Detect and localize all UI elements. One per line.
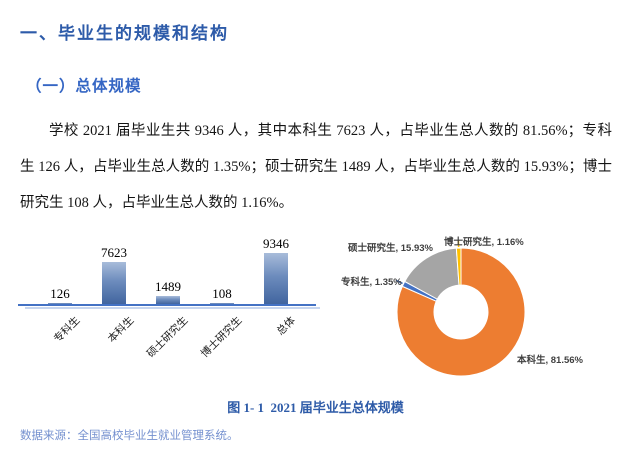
bar [264,253,288,304]
bar [210,302,234,304]
bar [156,295,180,304]
subsection-heading: （一）总体规模 [26,78,142,95]
bar-value-label: 126 [50,285,70,301]
data-source-note: 数据来源：全国高校毕业生就业管理系统。 [20,430,239,442]
bar-value-label: 108 [212,285,232,301]
donut-label-masters: 硕士研究生, 15.93% [348,243,433,254]
donut-slice [396,247,526,377]
bar-chart-graduate-counts: 126 专科生 7623 本科生 1489 硕士研究生 108 博士研究生 9346 总体 [18,228,320,386]
donut-chart-graduate-share [395,240,526,377]
figure-caption: 图 1- 1 2021 届毕业生总体规模 [227,400,404,415]
bar-value-label: 7623 [101,245,127,261]
bar [102,262,126,304]
donut-leader-line [395,279,403,285]
bar-category-label: 本科生 [105,315,136,346]
bar-category-label: 专科生 [51,315,82,346]
bar-category-label: 博士研究生 [198,315,244,361]
bar [48,302,72,304]
section-heading: 一、毕业生的规模和结构 [20,24,229,43]
bar-category-label: 总体 [275,315,298,338]
bar-value-label: 1489 [155,278,181,294]
donut-label-college: 专科生, 1.35% [341,277,402,288]
donut-label-doctor: 博士研究生, 1.16% [444,237,524,248]
bar-chart-axis-shadow [25,307,320,309]
bar-category-label: 硕士研究生 [144,315,190,361]
donut-label-bachelor: 本科生, 81.56% [517,355,583,366]
bar-value-label: 9346 [263,236,289,251]
donut-slice [455,247,462,286]
bar-chart-x-axis [18,304,316,306]
summary-paragraph: 学校 2021 届毕业生共 9346 人，其中本科生 7623 人，占毕业生总人… [20,123,612,211]
